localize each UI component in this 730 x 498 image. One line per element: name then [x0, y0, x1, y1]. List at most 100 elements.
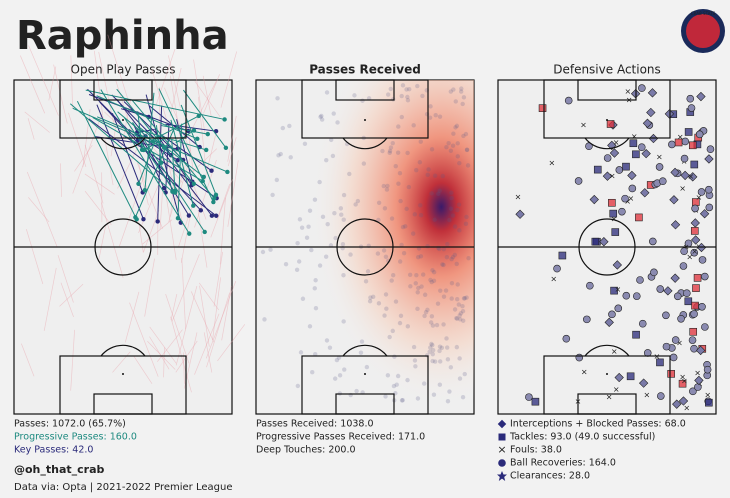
dot-decor	[464, 295, 469, 300]
dot-decor	[454, 316, 459, 321]
mark-decor	[591, 237, 600, 246]
pass-decor	[26, 229, 44, 285]
mark-decor	[589, 194, 599, 205]
pass-decor	[136, 162, 163, 229]
mark-decor	[671, 336, 680, 344]
stat-line: Passes Received: 1038.0	[256, 419, 374, 430]
mark-decor	[611, 228, 620, 236]
mark-decor	[614, 304, 623, 313]
pass-decor	[159, 160, 164, 165]
pass-decor	[112, 351, 131, 373]
pass-decor	[205, 131, 210, 137]
pass-decor	[143, 210, 160, 253]
pass-decor	[124, 291, 140, 343]
mark-decor: ×	[581, 368, 588, 377]
pass-decor	[182, 352, 185, 384]
mark-decor: ×	[683, 403, 690, 412]
pass-decor	[227, 137, 237, 167]
dot-decor	[440, 173, 445, 179]
pass-decor	[164, 87, 191, 152]
pass-decor	[225, 169, 230, 175]
mark-decor	[608, 310, 616, 319]
pass-decor	[28, 197, 50, 223]
pass-decor	[134, 130, 174, 218]
pass-decor	[187, 231, 192, 236]
mark-decor	[692, 284, 700, 292]
mark-decor	[638, 84, 646, 92]
mark-decor	[704, 154, 714, 164]
dot-decor	[392, 354, 397, 359]
dot-decor	[418, 254, 424, 259]
dot-decor	[317, 179, 322, 185]
dot-decor	[448, 365, 454, 370]
dot-decor	[460, 101, 465, 107]
mark-decor	[690, 310, 698, 318]
mark-decor: ×	[704, 390, 711, 399]
penalty-arc	[100, 137, 146, 150]
dot-decor	[429, 341, 434, 347]
dot-decor	[437, 382, 443, 387]
dot-decor	[395, 373, 401, 379]
dot-decor	[443, 288, 449, 293]
mark-decor	[608, 198, 616, 207]
dot-decor	[446, 141, 451, 146]
mark-decor	[705, 398, 713, 407]
dot-decor	[280, 125, 286, 131]
dot-decor	[460, 394, 466, 400]
dot-decor	[448, 206, 454, 211]
legend-symbol: ×	[497, 443, 506, 456]
dot-decor	[387, 150, 392, 156]
dot-decor	[449, 190, 454, 195]
dot-decor	[274, 177, 280, 183]
dot-decor	[427, 349, 432, 354]
dot-decor	[365, 269, 371, 274]
dot-decor	[388, 86, 393, 92]
dot-decor	[391, 383, 397, 389]
mark-decor: ×	[548, 158, 555, 167]
dot-decor	[428, 345, 433, 350]
dot-decor	[455, 154, 460, 159]
centre-circle	[578, 218, 636, 276]
pass-decor	[198, 96, 207, 171]
pass-decor	[203, 74, 220, 114]
mark-decor	[669, 195, 679, 205]
dot-decor	[457, 313, 462, 318]
legend-symbol	[498, 459, 506, 467]
pass-decor	[205, 281, 237, 359]
dot-decor	[304, 235, 310, 240]
six-yard-box	[335, 393, 395, 415]
dot-decor	[415, 255, 421, 260]
pass-decor	[116, 88, 195, 185]
dot-decor	[364, 364, 370, 370]
pass-decor	[144, 258, 155, 317]
dot-decor	[411, 123, 416, 128]
dot-decor	[448, 148, 454, 153]
pass-decor	[170, 316, 192, 393]
dot-decor	[381, 248, 387, 253]
mark-decor	[691, 301, 699, 310]
dot-decor	[313, 351, 318, 357]
dot-decor	[448, 89, 454, 94]
penalty-arc	[342, 137, 388, 150]
pass-decor	[204, 147, 209, 153]
mark-decor	[688, 336, 697, 344]
pass-decor	[165, 123, 170, 193]
mark-decor	[687, 104, 696, 112]
dot-decor	[453, 99, 458, 104]
mark-decor: ×	[624, 197, 631, 206]
dot-decor	[384, 187, 390, 192]
mark-decor	[680, 170, 690, 181]
mark-decor	[690, 160, 699, 169]
dot-decor	[368, 295, 373, 300]
dot-decor	[438, 359, 443, 364]
pass-decor	[98, 225, 107, 260]
dot-decor	[309, 247, 314, 253]
mark-decor	[627, 170, 637, 181]
mark-decor	[632, 330, 640, 339]
pass-decor	[176, 119, 193, 182]
dot-decor	[455, 296, 460, 302]
mark-decor: ×	[628, 194, 635, 203]
dot-decor	[461, 133, 466, 139]
dot-decor	[306, 224, 311, 229]
